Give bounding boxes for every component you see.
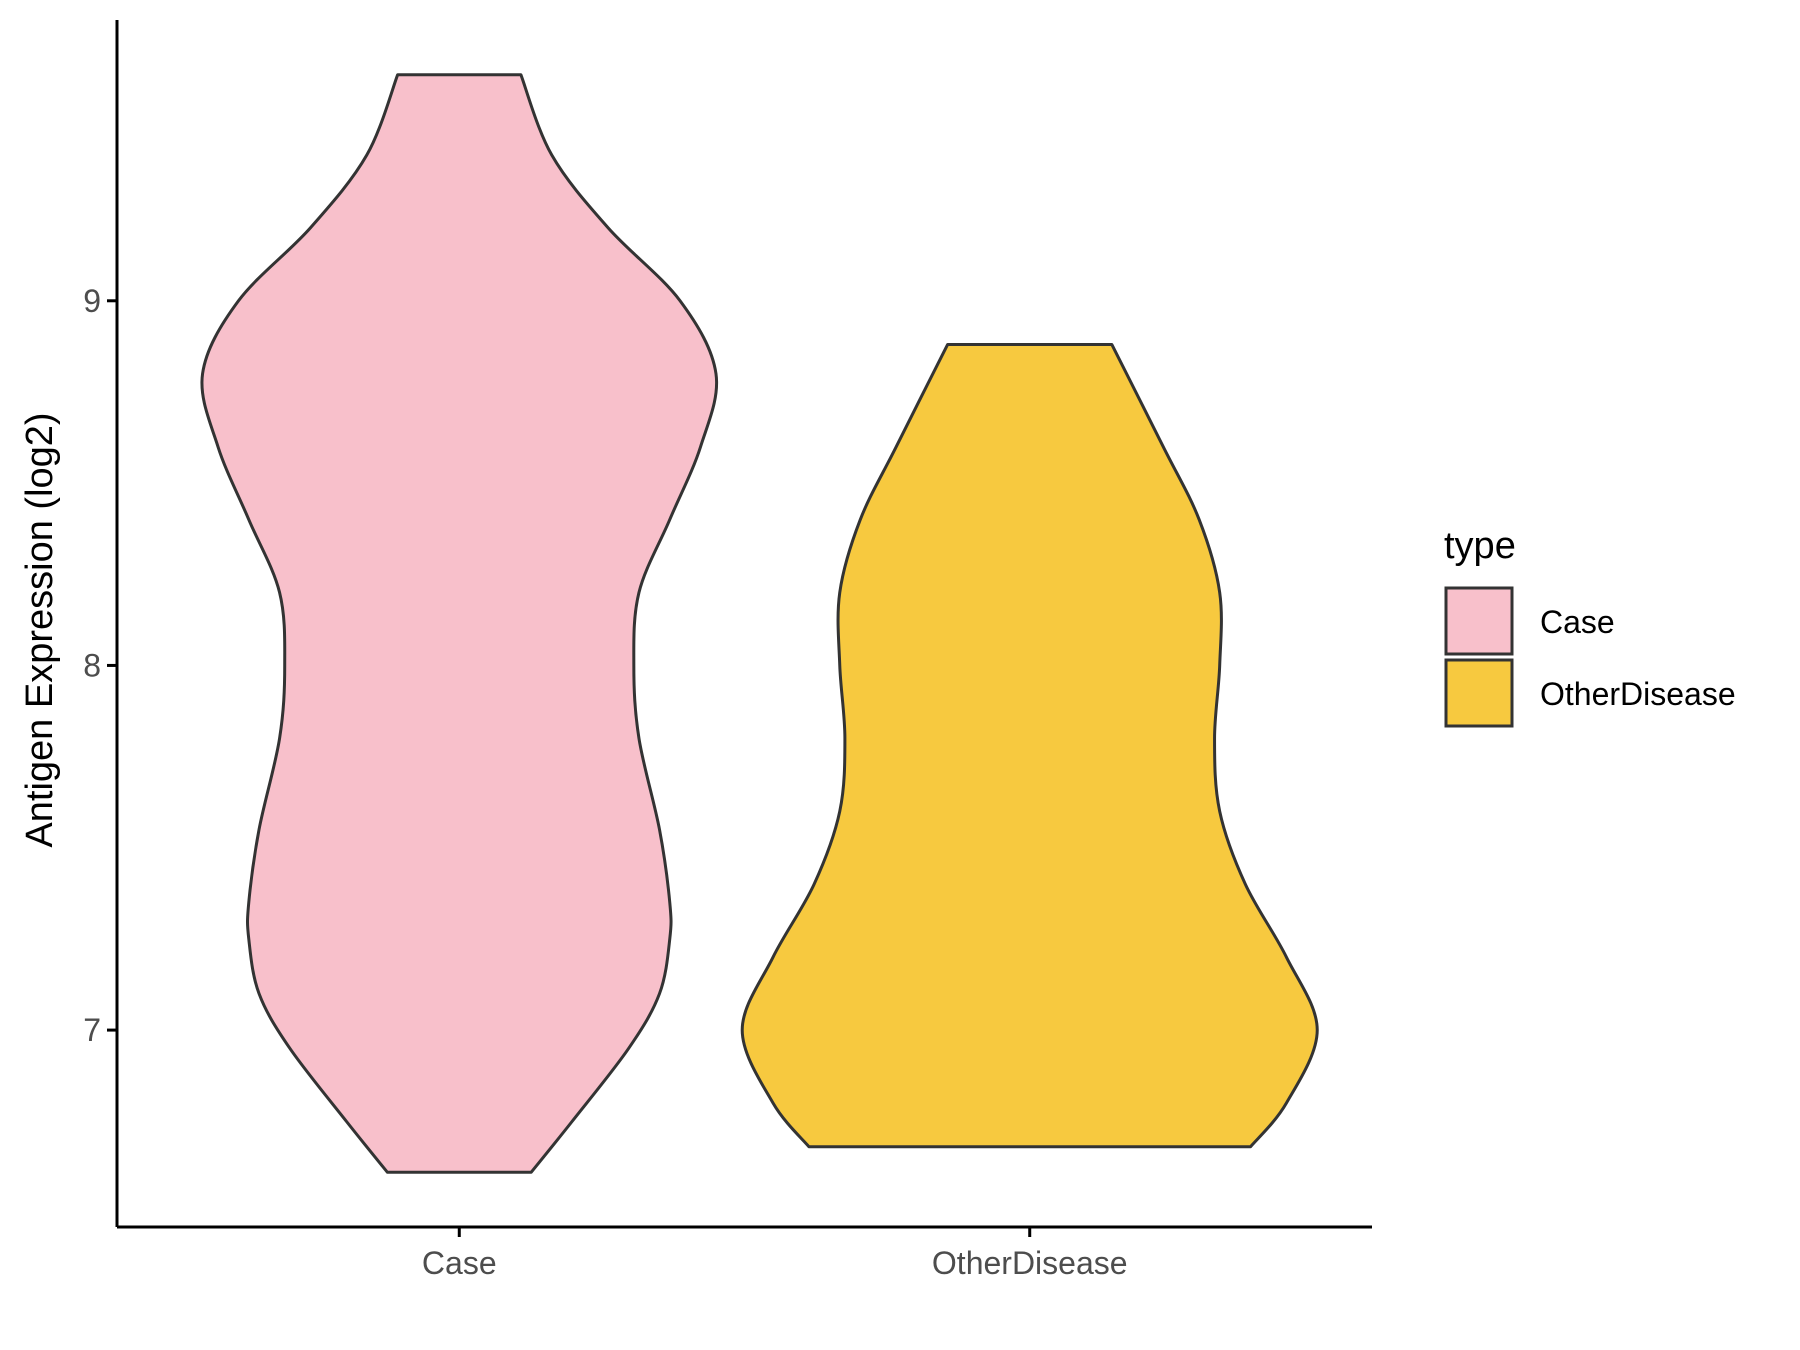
violin-Case	[200, 73, 719, 1174]
violin-OtherDisease	[740, 343, 1319, 1149]
legend-label-OtherDisease: OtherDisease	[1540, 676, 1736, 712]
y-tick-label-7: 7	[83, 1012, 101, 1048]
legend-items: Case OtherDisease	[1444, 586, 1736, 728]
x-tick-label-Case: Case	[422, 1245, 497, 1281]
violins-group	[200, 73, 1319, 1174]
y-tick-label-9: 9	[83, 283, 101, 319]
x-tick-label-OtherDisease: OtherDisease	[932, 1245, 1128, 1281]
legend-title: type	[1444, 525, 1516, 567]
legend-swatch-OtherDisease	[1444, 658, 1514, 728]
y-tick-label-8: 8	[83, 647, 101, 683]
legend-swatch-Case	[1444, 586, 1514, 656]
x-axis-ticks: Case OtherDisease	[422, 1227, 1128, 1281]
y-axis-title: Antigen Expression (log2)	[19, 412, 61, 847]
y-axis-ticks: 7 8 9	[83, 283, 117, 1048]
legend: type Case OtherDisease	[1444, 525, 1736, 728]
legend-label-Case: Case	[1540, 604, 1615, 640]
